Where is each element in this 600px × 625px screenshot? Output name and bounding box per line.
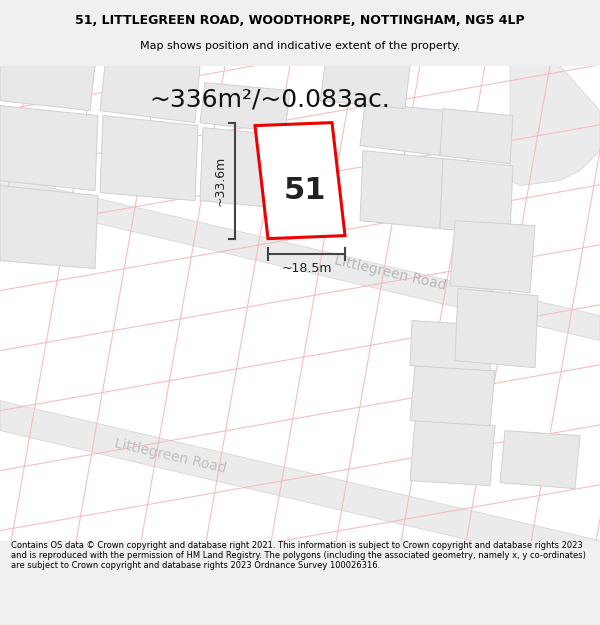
Polygon shape [440, 109, 513, 164]
Polygon shape [410, 321, 492, 371]
Text: ~336m²/~0.083ac.: ~336m²/~0.083ac. [149, 88, 391, 112]
Polygon shape [450, 221, 535, 292]
Polygon shape [255, 122, 345, 239]
Polygon shape [440, 159, 513, 236]
Text: Map shows position and indicative extent of the property.: Map shows position and indicative extent… [140, 41, 460, 51]
Polygon shape [330, 66, 402, 92]
Polygon shape [0, 106, 98, 191]
Text: 51, LITTLEGREEN ROAD, WOODTHORPE, NOTTINGHAM, NG5 4LP: 51, LITTLEGREEN ROAD, WOODTHORPE, NOTTIN… [75, 14, 525, 28]
Polygon shape [360, 102, 445, 156]
Text: ~18.5m: ~18.5m [281, 262, 332, 274]
Polygon shape [510, 66, 600, 186]
Polygon shape [320, 66, 410, 109]
Polygon shape [0, 176, 600, 341]
Text: Littlegreen Road: Littlegreen Road [332, 253, 448, 292]
Polygon shape [200, 127, 288, 209]
Polygon shape [0, 186, 98, 269]
Polygon shape [0, 401, 600, 571]
Polygon shape [100, 66, 200, 122]
Polygon shape [410, 421, 495, 486]
Polygon shape [200, 82, 290, 132]
Text: ~33.6m: ~33.6m [214, 156, 227, 206]
Polygon shape [0, 66, 95, 111]
Text: Littlegreen Road: Littlegreen Road [113, 436, 227, 476]
Polygon shape [410, 366, 495, 426]
Polygon shape [360, 151, 443, 229]
Polygon shape [455, 289, 538, 368]
Text: 51: 51 [284, 176, 326, 205]
Text: Contains OS data © Crown copyright and database right 2021. This information is : Contains OS data © Crown copyright and d… [11, 541, 586, 571]
Polygon shape [500, 431, 580, 489]
Polygon shape [100, 116, 198, 201]
